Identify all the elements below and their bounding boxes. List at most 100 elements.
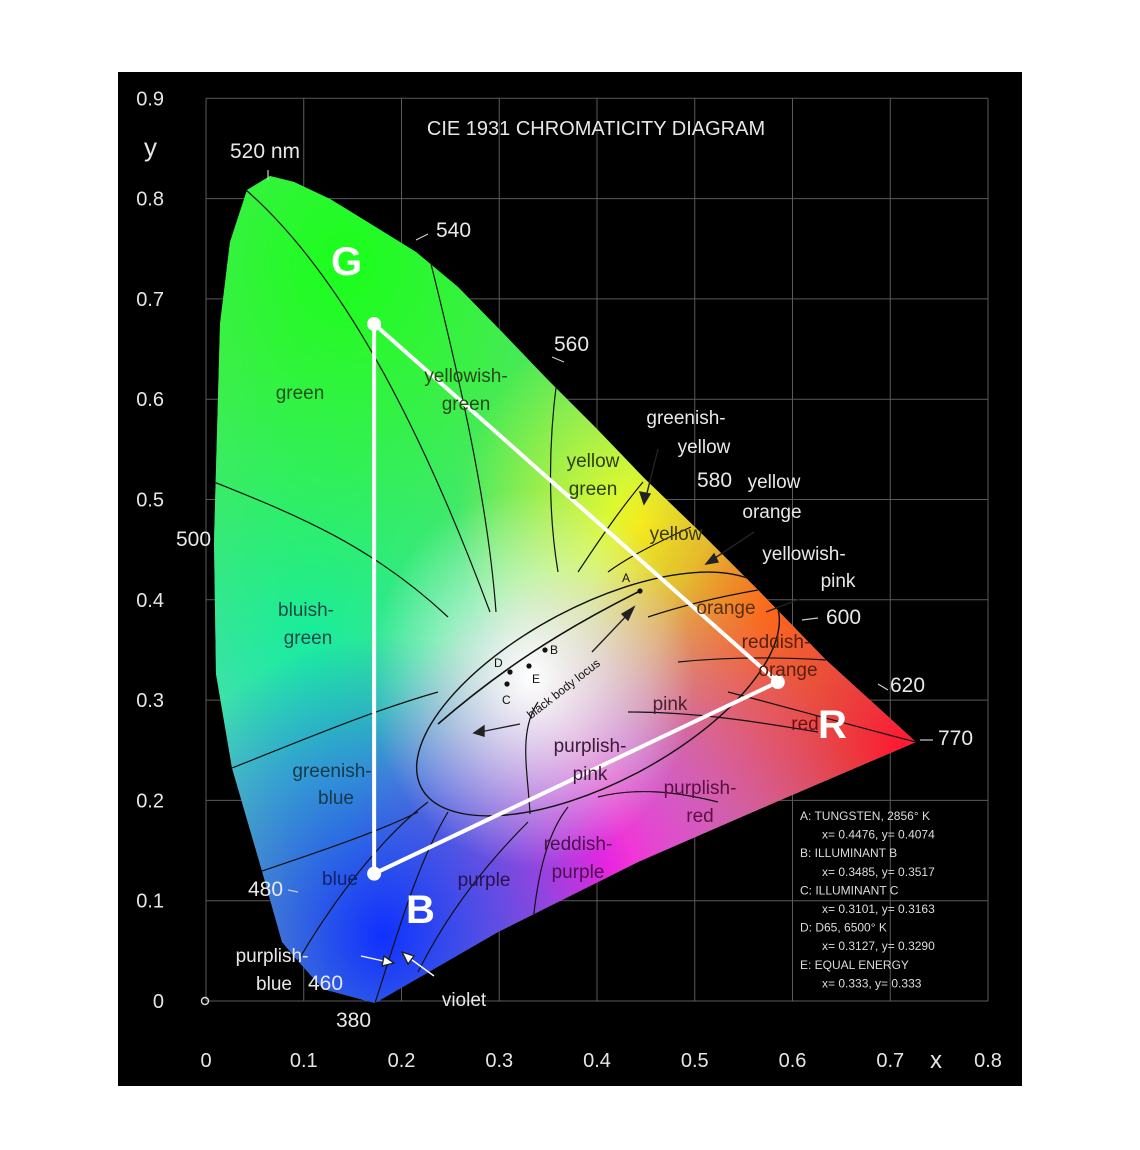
primary-r-label: R <box>818 703 847 747</box>
region-purplish-blue-2: blue <box>256 974 292 995</box>
annotation-arrows <box>360 448 801 977</box>
chromaticity-diagram: CIE 1931 CHROMATICITY DIAGRAM y x 0 0.1 0.… <box>136 88 1002 1074</box>
y-tick-label: 0.6 <box>136 389 164 411</box>
region-yellow-green-2: green <box>569 479 618 500</box>
red-primary-point <box>770 675 785 690</box>
wl-560: 560 <box>554 333 589 356</box>
region-purplish-red-2: red <box>686 806 713 827</box>
legend-line: C: ILLUMINANT C <box>800 883 899 897</box>
wl-380: 380 <box>336 1009 371 1032</box>
region-yellowish-pink-2: pink <box>821 571 856 592</box>
wl-540: 540 <box>436 219 471 242</box>
point-d-marker <box>507 669 513 675</box>
region-boundaries <box>214 189 916 1003</box>
x-tick-label: 0.6 <box>779 1050 807 1072</box>
region-yellow-orange-2: orange <box>742 502 801 523</box>
x-axis-label: x <box>930 1047 942 1074</box>
point-a-label: A <box>622 571 630 585</box>
rgb-gamut-triangle <box>372 319 782 877</box>
legend-line: A: TUNGSTEN, 2856° K <box>800 809 930 823</box>
legend-line: x= 0.3101, y= 0.3163 <box>822 902 935 916</box>
region-yellow-orange-1: yellow <box>748 472 801 493</box>
primary-b-label: B <box>406 888 435 932</box>
wl-520: 520 nm <box>230 140 300 163</box>
y-tick-label: 0.2 <box>136 790 164 812</box>
white-points <box>504 588 643 687</box>
point-e-label: E <box>532 672 540 686</box>
region-purplish-blue-1: purplish- <box>236 946 309 967</box>
region-yellow-green-1: yellow <box>567 451 620 472</box>
x-tick-label: 0.3 <box>485 1050 513 1072</box>
region-violet: violet <box>442 990 487 1011</box>
x-tick-labels: 0 0.1 0.2 0.3 0.4 0.5 0.6 0.7 0.8 <box>200 1050 1001 1072</box>
region-purplish-pink-1: purplish- <box>554 736 627 757</box>
x-tick-label: 0.7 <box>876 1050 904 1072</box>
y-tick-label: 0.8 <box>136 189 164 211</box>
region-yellowish-green-2: green <box>442 394 491 415</box>
wl-620: 620 <box>890 674 925 697</box>
green-primary-point <box>367 316 382 331</box>
region-reddish-orange-1: reddish- <box>742 632 811 653</box>
region-reddish-orange-2: orange <box>758 660 817 681</box>
illuminant-legend: A: TUNGSTEN, 2856° K x= 0.4476, y= 0.4074… <box>800 809 935 990</box>
y-tick-labels: 0 0.1 0.2 0.3 0.4 0.5 0.6 0.7 0.8 0.9 <box>136 88 164 1013</box>
region-reddish-purple-2: purple <box>552 862 605 883</box>
point-b-marker <box>542 647 548 653</box>
region-green: green <box>276 383 325 404</box>
legend-line: x= 0.4476, y= 0.4074 <box>822 828 935 842</box>
primary-letters: G R B <box>331 240 847 932</box>
diagram-title: CIE 1931 CHROMATICITY DIAGRAM <box>427 118 765 140</box>
region-greenish-blue-1: greenish- <box>292 761 371 782</box>
region-greenish-blue-2: blue <box>318 788 354 809</box>
y-tick-label: 0.5 <box>136 490 164 512</box>
point-b-label: B <box>550 643 558 657</box>
y-tick-label: 0.9 <box>136 88 164 110</box>
region-red: red <box>791 714 818 735</box>
region-yellowish-pink-1: yellowish- <box>762 544 845 565</box>
white-point-letters: A B C D E <box>494 571 630 707</box>
origin-marker <box>200 996 210 1006</box>
y-tick-label: 0.3 <box>136 690 164 712</box>
x-tick-label: 0.1 <box>290 1050 318 1072</box>
region-orange: orange <box>696 598 755 619</box>
region-labels: green yellowish- green greenish- yellow … <box>236 366 856 1011</box>
legend-line: x= 0.3127, y= 0.3290 <box>822 939 935 953</box>
wl-480: 480 <box>248 878 283 901</box>
legend-line: D: D65, 6500° K <box>800 921 887 935</box>
legend-line: x= 0.3485, y= 0.3517 <box>822 865 935 879</box>
diagram-panel: CIE 1931 CHROMATICITY DIAGRAM y x 0 0.1 0.… <box>118 72 1022 1086</box>
x-tick-label: 0 <box>200 1050 211 1072</box>
y-tick-label: 0 <box>153 991 164 1013</box>
wavelength-labels: 520 nm 540 560 580 600 620 770 500 480 4… <box>176 140 973 1032</box>
region-purplish-red-1: purplish- <box>664 778 737 799</box>
y-tick-label: 0.7 <box>136 289 164 311</box>
y-tick-label: 0.1 <box>136 891 164 913</box>
x-tick-label: 0.8 <box>974 1050 1002 1072</box>
region-pink: pink <box>653 694 688 715</box>
region-greenish-yellow-2: yellow <box>678 437 731 458</box>
y-axis-label: y <box>144 132 157 162</box>
blue-primary-point <box>367 866 382 881</box>
region-purplish-pink-2: pink <box>573 764 608 785</box>
legend-line: B: ILLUMINANT B <box>800 846 897 860</box>
point-c-marker <box>504 681 510 687</box>
x-tick-label: 0.5 <box>681 1050 709 1072</box>
x-tick-label: 0.4 <box>583 1050 611 1072</box>
point-e-marker <box>526 663 532 669</box>
legend-line: E: EQUAL ENERGY <box>800 958 909 972</box>
x-tick-label: 0.2 <box>388 1050 416 1072</box>
wl-460: 460 <box>308 972 343 995</box>
region-bluish-green-2: green <box>284 628 333 649</box>
primary-g-label: G <box>331 240 362 284</box>
wl-500: 500 <box>176 528 211 551</box>
y-tick-label: 0.4 <box>136 590 164 612</box>
region-bluish-green-1: bluish- <box>278 600 334 621</box>
wavelength-ticks <box>267 170 933 893</box>
wl-770: 770 <box>938 727 973 750</box>
region-purple: purple <box>458 870 511 891</box>
region-blue: blue <box>322 869 358 890</box>
point-d-label: D <box>494 656 503 670</box>
wl-600: 600 <box>826 606 861 629</box>
wl-580: 580 <box>697 469 732 492</box>
region-greenish-yellow-1: greenish- <box>646 408 725 429</box>
